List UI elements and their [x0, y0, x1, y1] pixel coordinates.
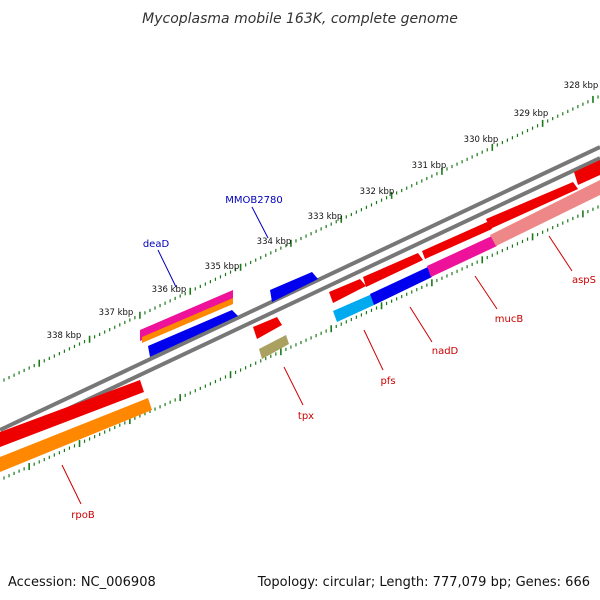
- scale-label: 336 kbp: [152, 285, 187, 295]
- gene-feature-rpoB-red[interactable]: [0, 380, 144, 447]
- scale-label: 335 kbp: [205, 262, 240, 272]
- gene-feature-red[interactable]: [486, 182, 578, 229]
- backbone-strand: [0, 156, 600, 443]
- leader-line: [409, 306, 433, 343]
- gene-feature-MMOB2780[interactable]: [270, 272, 318, 302]
- gene-feature-mucB[interactable]: [427, 235, 497, 277]
- scale-label: 329 kbp: [514, 109, 549, 119]
- scale-label: 338 kbp: [47, 331, 82, 341]
- gene-labels: MMOB2780 deaD aspS mucB nadD pfs tpx rpo…: [61, 195, 596, 521]
- accession-text: Accession: NC_006908: [8, 575, 156, 590]
- gene-label-rpoB: rpoB: [71, 510, 95, 521]
- gene-label-nadD: nadD: [432, 346, 459, 357]
- gene-feature-blue[interactable]: [148, 310, 238, 357]
- gene-label-deaD: deaD: [143, 239, 170, 250]
- scale-label: 337 kbp: [99, 308, 134, 318]
- gene-feature-rpoB[interactable]: [0, 398, 152, 472]
- gene-feature-aspS[interactable]: [490, 180, 600, 246]
- genome-backbone: [0, 145, 600, 443]
- gene-feature-red[interactable]: [422, 222, 492, 259]
- gene-feature-deaD-strand[interactable]: [142, 298, 233, 343]
- leader-line: [363, 329, 384, 371]
- outer-tick-ring: [3, 95, 599, 382]
- gene-label-mucB: mucB: [495, 314, 524, 325]
- gene-feature-nadD[interactable]: [370, 266, 432, 305]
- scale-label: 330 kbp: [464, 135, 499, 145]
- scale-label: 331 kbp: [412, 161, 447, 171]
- gene-label-tpx: tpx: [298, 411, 314, 422]
- scale-label: 328 kbp: [564, 81, 599, 91]
- gene-feature-red[interactable]: [363, 253, 423, 287]
- inner-tick-ring: [3, 205, 599, 480]
- scale-label: 333 kbp: [308, 212, 343, 222]
- gene-feature-pfs[interactable]: [333, 294, 374, 322]
- gene-feature-tpx-partner[interactable]: [253, 317, 282, 339]
- gene-feature-red[interactable]: [574, 160, 600, 185]
- leader-line: [548, 235, 573, 272]
- gene-feature-tpx[interactable]: [259, 335, 289, 359]
- leader-line: [251, 206, 269, 239]
- topology-summary: Topology: circular; Length: 777,079 bp; …: [257, 575, 590, 590]
- map-title: Mycoplasma mobile 163K, complete genome: [142, 11, 458, 27]
- scale-label: 332 kbp: [360, 187, 395, 197]
- backbone-strand: [0, 145, 600, 432]
- gene-label-MMOB2780: MMOB2780: [225, 195, 282, 206]
- scale-label: 334 kbp: [257, 237, 292, 247]
- gene-label-aspS: aspS: [572, 275, 596, 286]
- leader-line: [61, 464, 82, 505]
- gene-feature-red[interactable]: [329, 279, 366, 303]
- scale-labels: 328 kbp 329 kbp 330 kbp 331 kbp 332 kbp …: [47, 81, 599, 341]
- leader-line: [474, 275, 498, 310]
- gene-label-pfs: pfs: [380, 376, 395, 387]
- leader-line: [283, 366, 304, 406]
- gene-features[interactable]: [0, 160, 600, 472]
- leader-line: [157, 249, 177, 288]
